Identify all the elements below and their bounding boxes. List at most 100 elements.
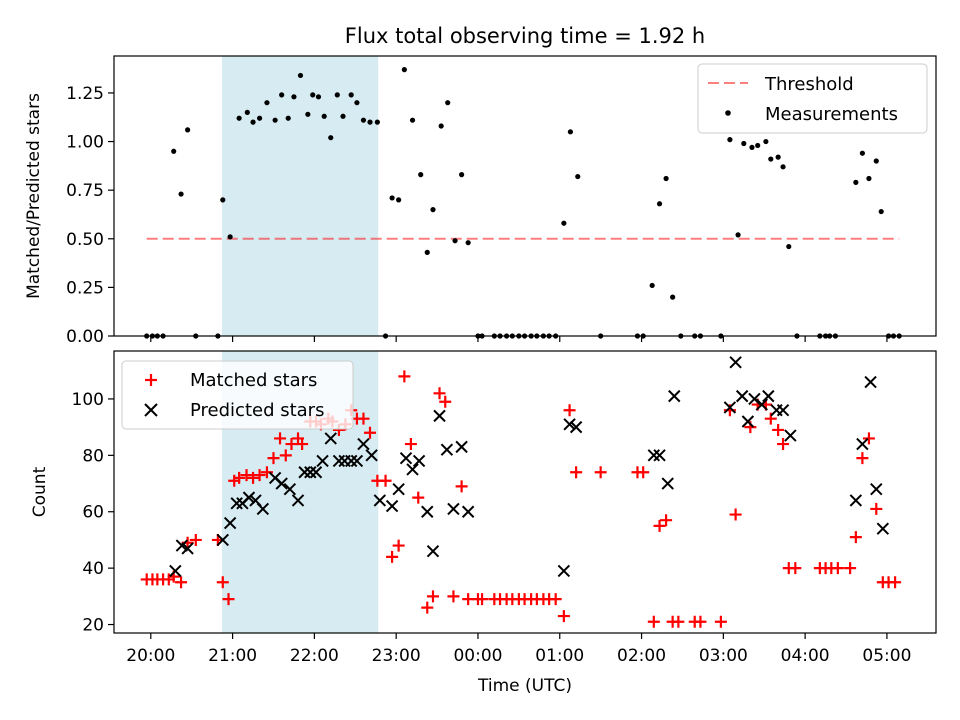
predicted-star-point-58 <box>870 482 883 496</box>
measurement-point-74 <box>735 232 741 238</box>
matched-star-point-90 <box>844 562 857 575</box>
bottom-legend: Matched stars Predicted stars <box>121 360 354 430</box>
predicted-star-point-14 <box>298 466 311 479</box>
measurement-point-19 <box>291 94 297 100</box>
measurement-point-36 <box>401 67 407 73</box>
measurement-point-81 <box>780 164 786 170</box>
matched-star-point-33 <box>357 412 370 425</box>
measurement-point-44 <box>459 172 465 178</box>
predicted-star-point-25 <box>373 494 387 507</box>
measurement-point-66 <box>656 201 663 207</box>
predicted-star-point-48 <box>741 415 755 428</box>
matched-star-point-70 <box>660 514 673 527</box>
matched-star-point-45 <box>439 395 452 408</box>
predicted-star-point-17 <box>316 454 329 468</box>
measurement-point-89 <box>859 150 865 156</box>
legend-matched-swatch <box>145 374 157 386</box>
predicted-star-point-47 <box>735 389 749 403</box>
measurement-point-34 <box>389 195 395 201</box>
legend-predicted-label: Predicted stars <box>190 400 324 421</box>
predicted-star-point-59 <box>876 522 890 535</box>
x-axis-label: Time (UTC) <box>477 676 572 696</box>
matched-star-point-92 <box>856 452 869 465</box>
predicted-star-point-22 <box>350 454 364 468</box>
predicted-star-point-3 <box>216 533 229 547</box>
measurement-point-42 <box>445 100 451 106</box>
predicted-star-point-30 <box>412 454 426 468</box>
measurement-point-29 <box>354 100 360 106</box>
bottom-y-tick-label-4: 100 <box>72 390 104 410</box>
x-tick-label-3: 23:00 <box>372 646 421 666</box>
matched-star-point-8 <box>189 533 202 546</box>
matched-star-point-85 <box>789 562 802 575</box>
x-tick-label-6: 02:00 <box>617 646 666 666</box>
matched-star-point-43 <box>426 590 439 603</box>
predicted-star-point-46 <box>729 356 742 369</box>
measurement-point-60 <box>567 129 573 135</box>
predicted-star-point-19 <box>332 454 346 468</box>
matched-star-point-18 <box>267 452 280 465</box>
predicted-stars-points <box>169 356 890 578</box>
predicted-star-point-56 <box>856 437 869 451</box>
predicted-star-point-36 <box>455 440 468 454</box>
measurement-point-22 <box>310 92 316 98</box>
measurement-point-88 <box>853 179 859 185</box>
measurement-point-45 <box>465 240 471 246</box>
legend-measurements-label: Measurements <box>765 104 898 125</box>
matched-star-point-62 <box>557 610 570 623</box>
top-panel: 0.00 0.25 0.50 0.75 1.00 1.25 Matched/Predict… <box>24 55 937 347</box>
matched-star-point-41 <box>412 491 425 504</box>
predicted-star-point-15 <box>304 466 317 479</box>
predicted-star-point-5 <box>230 497 243 510</box>
measurement-point-28 <box>348 92 354 98</box>
measurement-point-78 <box>763 138 769 145</box>
top-y-axis-label: Matched/Predicted stars <box>24 93 44 299</box>
matched-star-point-37 <box>386 550 399 563</box>
matched-star-point-89 <box>831 562 844 575</box>
predicted-star-point-18 <box>324 432 337 445</box>
predicted-star-point-35 <box>447 502 460 516</box>
predicted-star-point-33 <box>433 409 446 423</box>
top-y-axis-ticks: 0.00 0.25 0.50 0.75 1.00 1.25 <box>66 84 114 347</box>
predicted-star-point-16 <box>309 466 323 479</box>
predicted-star-point-12 <box>283 482 297 496</box>
matched-star-point-69 <box>653 519 666 532</box>
predicted-star-point-29 <box>406 463 419 476</box>
predicted-star-point-4 <box>223 516 237 530</box>
predicted-star-point-53 <box>776 404 790 417</box>
measurement-point-31 <box>367 119 373 125</box>
legend-measurements-swatch <box>725 110 731 116</box>
measurement-point-77 <box>755 142 761 149</box>
matched-star-point-17 <box>260 466 273 479</box>
measurement-point-61 <box>575 173 581 180</box>
x-tick-label-8: 04:00 <box>781 646 830 666</box>
predicted-star-point-27 <box>392 482 405 496</box>
matched-star-point-20 <box>279 449 292 462</box>
predicted-star-point-26 <box>385 499 399 513</box>
top-y-tick-label-4: 1.00 <box>66 133 104 153</box>
bottom-y-axis-label: Count <box>30 466 50 517</box>
matched-star-point-40 <box>404 438 417 451</box>
measurement-point-6 <box>185 127 191 133</box>
matched-star-point-46 <box>447 590 460 603</box>
measurement-point-91 <box>873 158 879 164</box>
matched-star-point-50 <box>476 593 489 606</box>
x-tick-label-2: 22:00 <box>290 646 339 666</box>
measurement-point-68 <box>670 294 676 300</box>
matched-star-point-83 <box>777 438 790 451</box>
predicted-star-point-21 <box>344 454 358 468</box>
x-tick-label-7: 03:00 <box>699 646 748 666</box>
bottom-panel: 20 40 60 80 100 20:00 21:00 22:00 23:00 00:00 01:… <box>30 350 937 696</box>
measurement-point-18 <box>285 115 291 121</box>
legend-threshold-label: Threshold <box>764 74 854 95</box>
predicted-star-point-40 <box>569 420 583 434</box>
predicted-star-point-39 <box>563 418 576 431</box>
measurement-point-79 <box>768 156 774 162</box>
measurement-point-38 <box>418 172 424 178</box>
matched-star-point-21 <box>285 438 298 451</box>
matched-star-point-14 <box>240 469 253 482</box>
matched-star-point-15 <box>247 471 260 484</box>
bottom-y-tick-label-3: 80 <box>82 446 104 466</box>
bottom-y-tick-label-0: 20 <box>82 616 104 636</box>
measurement-point-37 <box>409 117 416 123</box>
